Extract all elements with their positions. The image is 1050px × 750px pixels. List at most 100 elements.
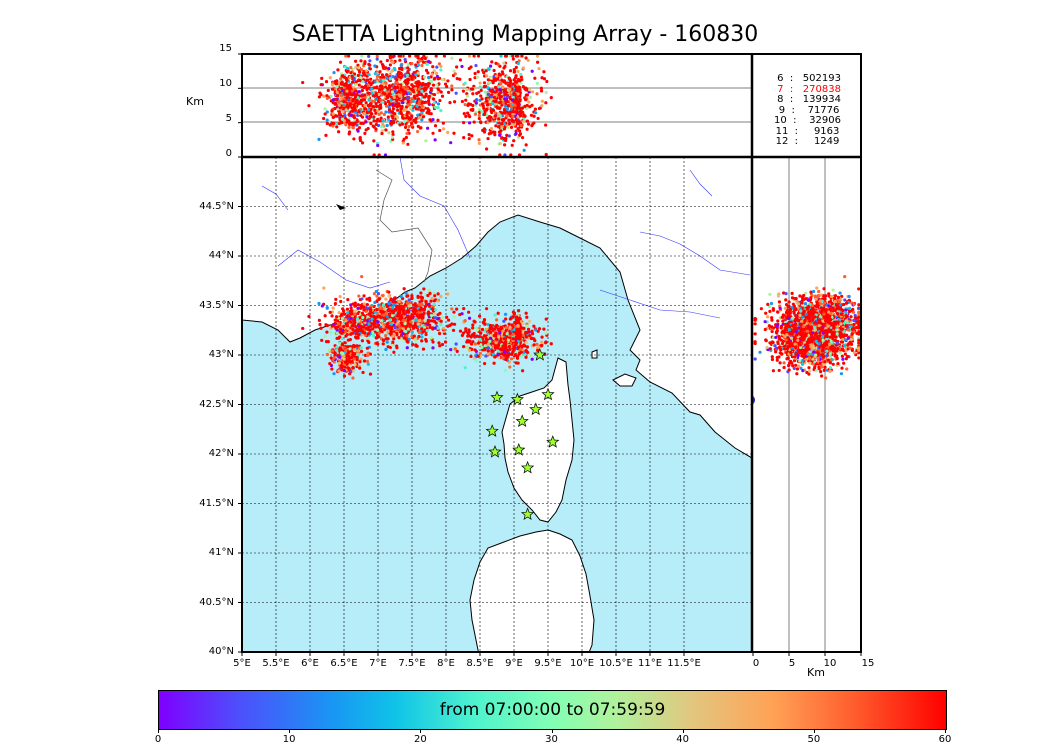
lightning-source (317, 301, 321, 306)
lightning-source-alt-lon (489, 102, 493, 107)
lightning-source-alt-lon (423, 56, 427, 61)
lightning-source-alt-lon (417, 101, 421, 106)
lightning-source-alt-lon (357, 83, 361, 87)
lightning-source (510, 352, 514, 356)
lightning-source-alt-lon (329, 94, 333, 98)
lightning-source (436, 299, 440, 303)
lightning-source (330, 324, 335, 328)
lightning-source (433, 298, 438, 302)
map-lightning-points (301, 275, 553, 380)
lightning-source-alt-lat (836, 295, 841, 299)
lightning-source-alt-lon (535, 54, 540, 58)
lightning-source-alt-lon (370, 87, 374, 91)
lightning-source (368, 328, 372, 332)
lightning-source (343, 365, 347, 369)
lightning-source-alt-lon (524, 93, 528, 97)
lightning-source-alt-lon (363, 93, 367, 97)
lightning-source (361, 315, 365, 320)
lightning-source-alt-lon (458, 58, 463, 62)
lightning-source (506, 338, 511, 342)
lightning-source (463, 319, 467, 323)
lightning-source (474, 359, 478, 363)
lightning-source-alt-lat (822, 287, 826, 291)
lightning-source-alt-lon (454, 91, 458, 95)
lightning-source (480, 345, 484, 349)
lightning-source (387, 325, 391, 330)
lightning-source (439, 319, 443, 323)
lightning-source-alt-lon (379, 125, 384, 129)
lightning-source-alt-lon (464, 98, 468, 102)
lightning-source-alt-lon (350, 80, 355, 84)
lightning-source-alt-lon (497, 93, 501, 97)
lightning-source-alt-lon (482, 112, 487, 116)
lightning-source-alt-lon (433, 138, 437, 142)
lightning-source (362, 308, 366, 312)
lightning-source (520, 369, 525, 373)
lightning-source-alt-lon (381, 64, 385, 68)
lightning-source (433, 316, 438, 320)
lightning-source-alt-lon (479, 88, 483, 92)
lightning-source-alt-lon (497, 85, 501, 89)
lma-station-star (510, 392, 524, 406)
lightning-source-alt-lon (499, 54, 503, 58)
lightning-source-alt-lon (450, 84, 454, 88)
lightning-source (494, 341, 498, 345)
lightning-source (504, 357, 508, 362)
lightning-source-alt-lon (360, 88, 365, 93)
lightning-source (501, 329, 505, 333)
lightning-source (376, 320, 380, 324)
lightning-source (317, 318, 321, 323)
lightning-source-alt-lon (366, 91, 370, 95)
lightning-source (544, 331, 548, 335)
lightning-source (503, 368, 507, 373)
lightning-source (448, 323, 452, 327)
lightning-source (366, 353, 370, 357)
lightning-source-alt-lon (461, 89, 465, 93)
lightning-source-alt-lon (519, 75, 523, 79)
lightning-source-alt-lon (364, 101, 368, 105)
lightning-source-alt-lon (426, 82, 430, 86)
lightning-source (483, 344, 487, 348)
lightning-source-alt-lon (525, 119, 530, 123)
lightning-source-alt-lon (356, 129, 360, 133)
lightning-source (488, 339, 492, 343)
lightning-source-alt-lon (372, 139, 376, 143)
lightning-source-alt-lon (354, 89, 358, 93)
lightning-source-alt-lon (337, 121, 341, 126)
sardinia-island (469, 529, 595, 652)
lightning-source-alt-lat (817, 289, 821, 294)
lightning-source-alt-lon (386, 87, 390, 91)
lightning-source-alt-lon (417, 90, 421, 94)
lightning-source-alt-lat (840, 319, 845, 323)
lightning-source (397, 323, 401, 327)
lightning-source-alt-lon (348, 102, 352, 106)
lightning-source (336, 319, 340, 323)
lightning-source (539, 343, 544, 348)
lightning-source (354, 325, 358, 329)
lightning-source (368, 352, 372, 356)
lightning-source (408, 323, 413, 327)
lightning-source-alt-lon (340, 82, 344, 86)
lightning-source-alt-lon (346, 98, 351, 102)
lightning-source-alt-lon (323, 112, 327, 116)
lightning-source (516, 309, 521, 313)
lightning-source (486, 349, 490, 353)
lightning-source (549, 342, 553, 346)
lightning-source-alt-lon (491, 102, 495, 106)
lightning-source-alt-lon (338, 90, 342, 94)
lightning-source-alt-lat (821, 294, 826, 298)
lightning-source (480, 327, 485, 332)
lightning-source-alt-lon (384, 66, 388, 70)
lightning-source (337, 311, 341, 315)
lightning-source-alt-lon (517, 153, 522, 157)
lightning-source-alt-lon (420, 100, 425, 104)
lightning-source-alt-lon (500, 114, 505, 118)
lightning-source-alt-lon (485, 74, 489, 78)
lightning-source-alt-lon (518, 79, 522, 83)
lightning-source-alt-lon (317, 95, 321, 99)
lightning-source-alt-lon (478, 85, 482, 89)
lightning-source (473, 342, 478, 346)
lightning-source-alt-lon (506, 125, 510, 129)
lightning-source (426, 293, 430, 298)
lightning-source (336, 325, 340, 329)
